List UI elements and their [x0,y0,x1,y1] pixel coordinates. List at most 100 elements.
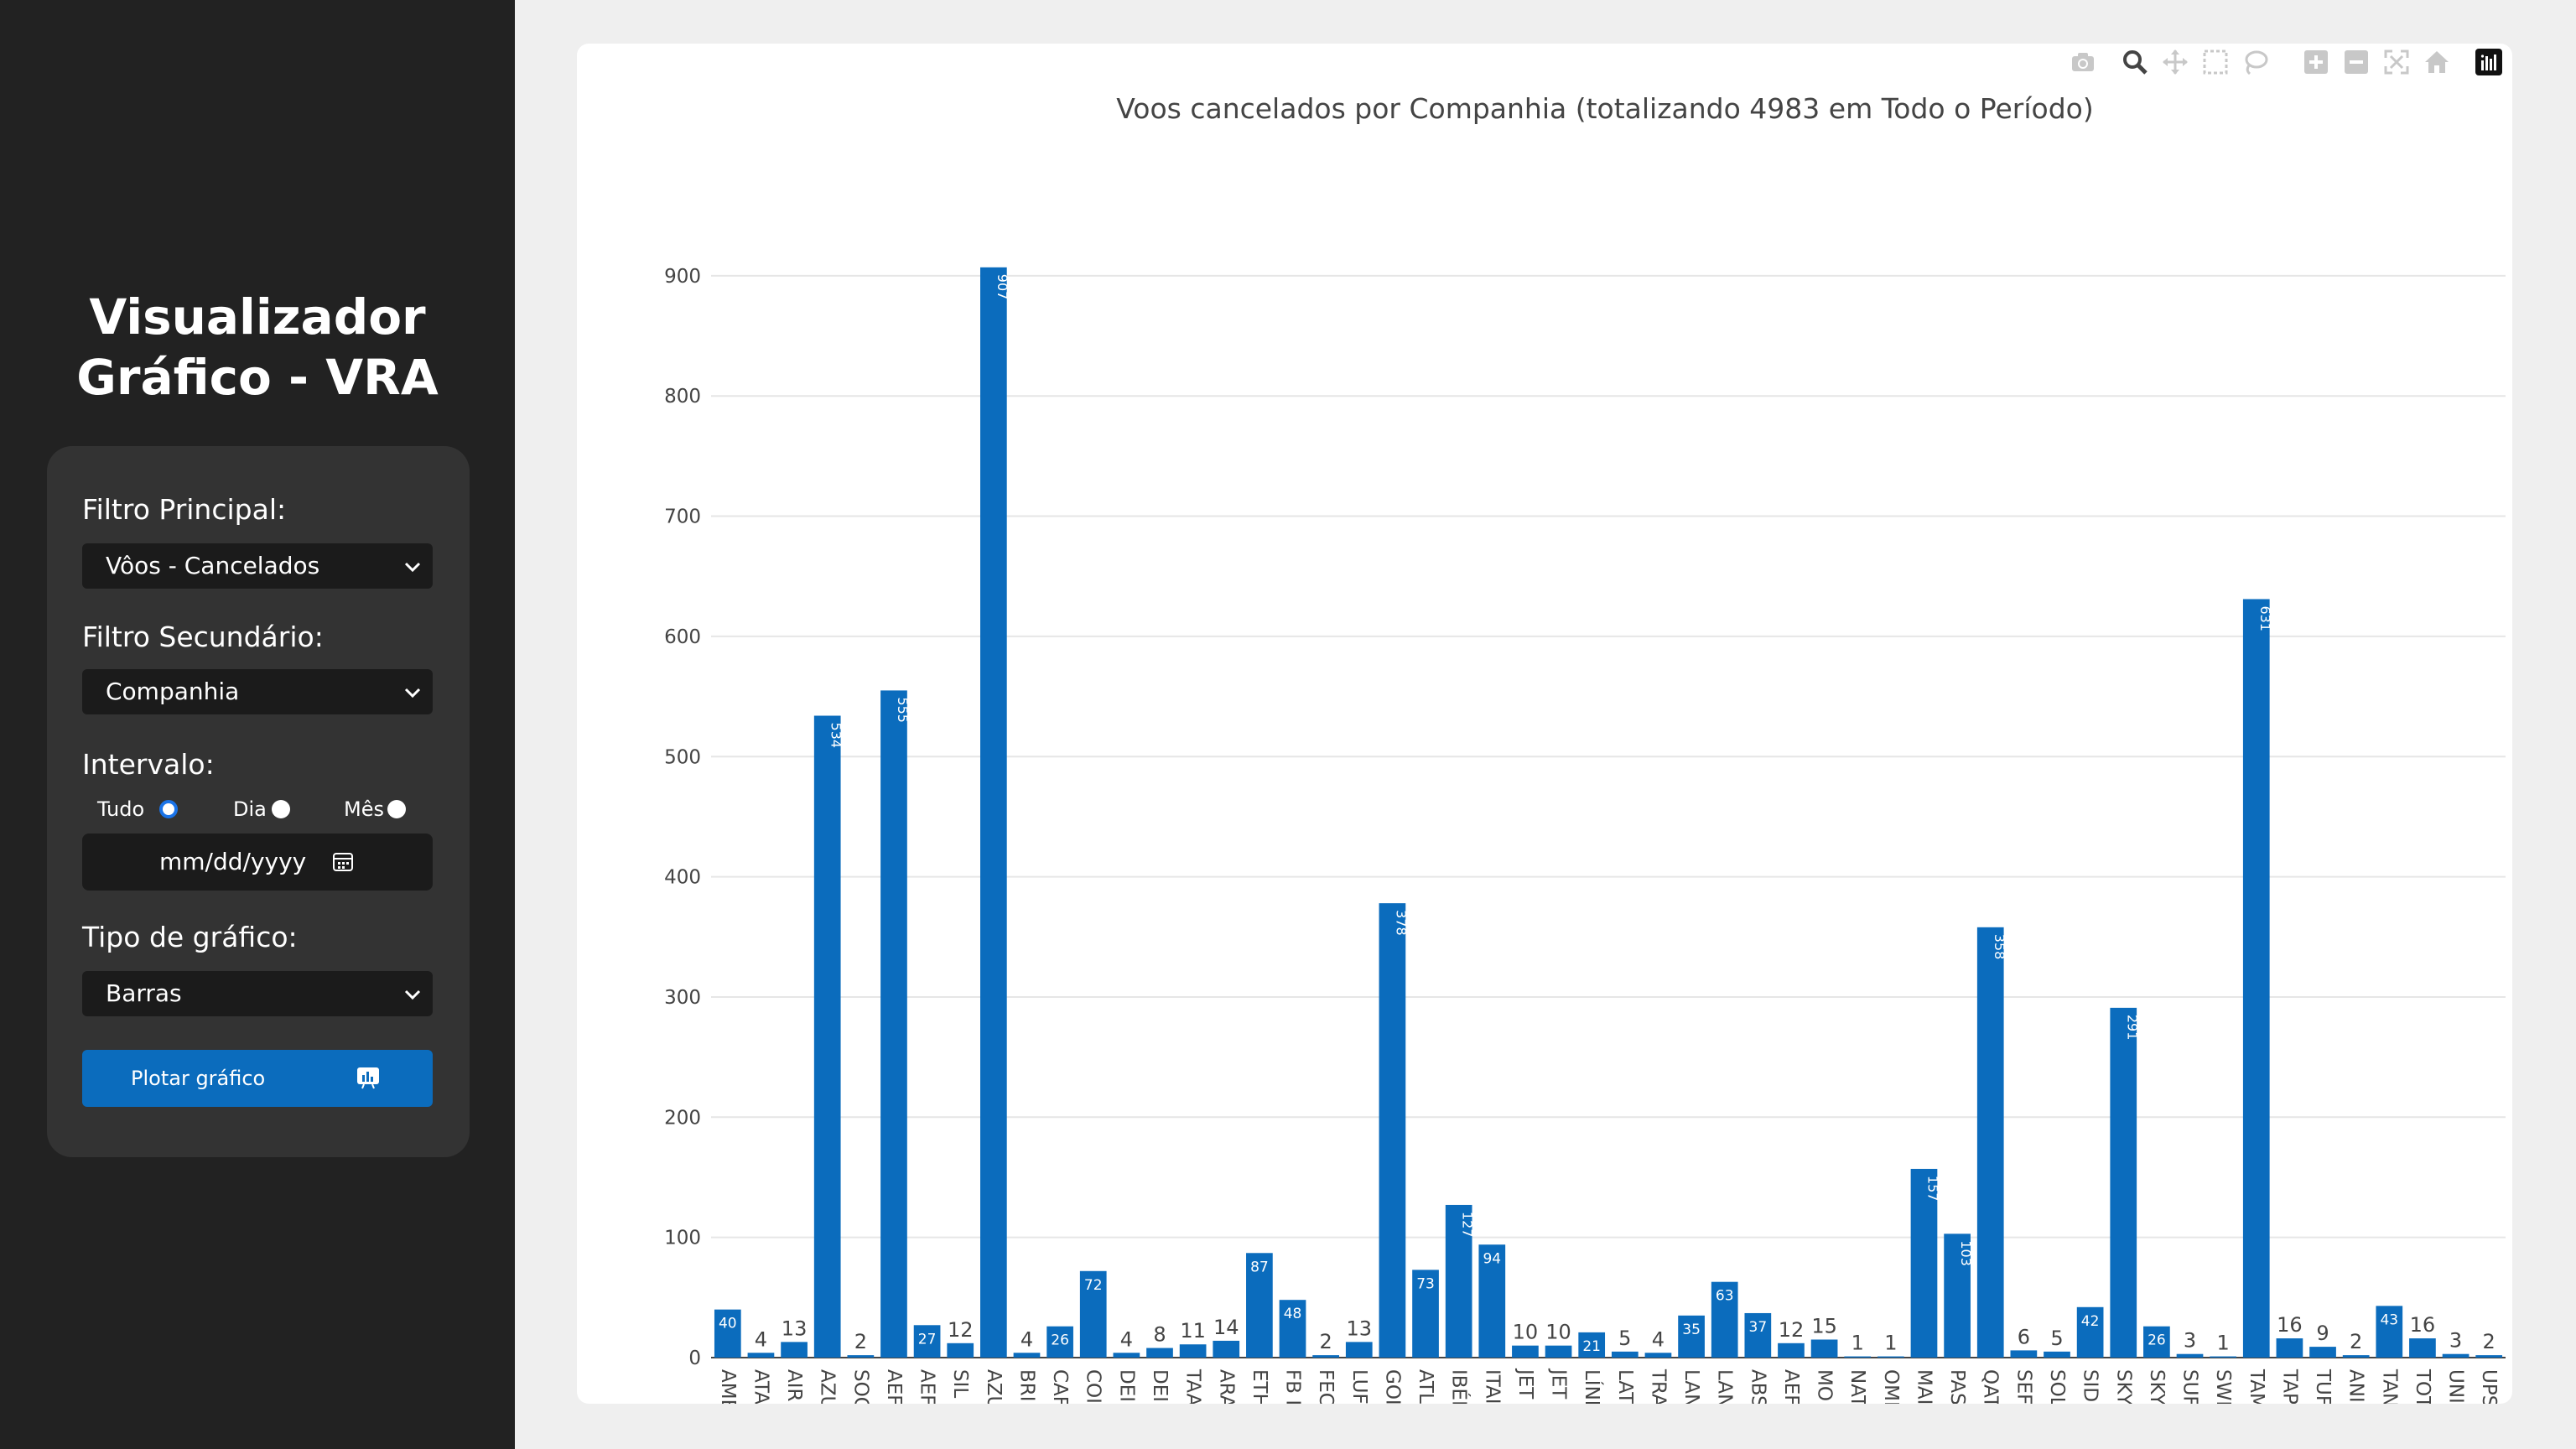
bar[interactable] [2342,1355,2370,1358]
bar[interactable] [1678,1315,1705,1358]
bar[interactable] [1445,1204,1472,1358]
x-tick-label: FB I [1282,1369,1304,1404]
bar[interactable] [1844,1356,1872,1358]
bar[interactable] [913,1325,941,1358]
data-label: 27 [918,1331,937,1348]
bar[interactable] [2409,1338,2436,1358]
bar[interactable] [1976,927,2004,1358]
bar[interactable] [1877,1356,1904,1358]
bar[interactable] [1412,1270,1439,1358]
data-label: 13 [782,1317,808,1340]
bar[interactable] [847,1355,875,1358]
zoom-out-icon[interactable] [2343,49,2370,75]
bar[interactable] [980,267,1007,1358]
x-tick-label: ATA [750,1369,771,1404]
chart-icon [357,1067,379,1089]
zoom-icon[interactable] [2122,49,2148,75]
data-label: 94 [1483,1250,1501,1267]
bar[interactable] [880,690,907,1358]
camera-icon[interactable] [2070,49,2096,75]
bar[interactable] [1810,1339,1838,1358]
bar[interactable] [1644,1353,1672,1358]
bar[interactable] [1944,1233,1971,1358]
bar[interactable] [2110,1007,2137,1358]
home-icon[interactable] [2423,49,2450,75]
plot-button[interactable]: Plotar gráfico [82,1050,433,1107]
bar[interactable] [2309,1347,2336,1358]
x-tick-label: COI [1083,1369,1104,1404]
data-label: 157 [1924,1176,1940,1202]
bar[interactable] [947,1343,974,1358]
bar[interactable] [2143,1326,2170,1358]
tipo-grafico-select[interactable]: Barras [82,971,433,1016]
bar[interactable] [1146,1348,1173,1358]
bar[interactable] [1013,1353,1041,1358]
radio-dia[interactable] [272,800,290,818]
bar[interactable] [2076,1306,2104,1358]
radio-mes[interactable] [387,800,406,818]
bar[interactable] [1079,1270,1107,1358]
bar[interactable] [1910,1168,1938,1358]
bar[interactable] [2475,1355,2503,1358]
radio-tudo[interactable] [159,800,178,818]
bar[interactable] [2010,1350,2038,1358]
data-label: 4 [1652,1327,1665,1351]
bar-chart[interactable]: Voos cancelados por Companhia (totalizan… [577,44,2512,1404]
bar[interactable] [2176,1353,2204,1358]
bar[interactable] [1379,903,1406,1358]
bar[interactable] [2376,1306,2403,1358]
bar[interactable] [1778,1343,1805,1358]
x-tick-label: AEF [1780,1369,1802,1404]
bar[interactable] [1279,1300,1306,1358]
autoscale-icon[interactable] [2383,49,2410,75]
data-label: 11 [1180,1319,1206,1343]
bar[interactable] [1545,1345,1572,1358]
date-input[interactable]: mm/dd/yyyy [82,834,433,891]
bar[interactable] [1113,1353,1140,1358]
bar[interactable] [2210,1356,2236,1358]
filtro-secundario-select[interactable]: Companhia [82,669,433,714]
data-label: 37 [1749,1319,1768,1336]
bar[interactable] [1478,1244,1506,1358]
data-label: 555 [895,697,911,723]
x-tick-label: DEI [1149,1369,1171,1402]
bar[interactable] [1246,1253,1273,1358]
data-label: 631 [2257,605,2273,631]
box-select-icon[interactable] [2202,49,2229,75]
x-tick-label: ABS [1747,1369,1768,1404]
bar[interactable] [813,715,841,1358]
bar[interactable] [1611,1351,1639,1358]
chevron-down-icon [404,688,421,699]
data-label: 12 [948,1318,974,1342]
bar[interactable] [781,1342,808,1358]
bar[interactable] [1744,1312,1772,1358]
x-tick-label: DEI [1115,1369,1137,1402]
filter-panel: Filtro Principal: Vôos - Cancelados Filt… [47,446,470,1157]
pan-icon[interactable] [2162,49,2189,75]
lasso-icon[interactable] [2242,49,2269,75]
bar[interactable] [1046,1326,1073,1358]
bar[interactable] [747,1353,775,1358]
bar[interactable] [1213,1340,1240,1358]
bar[interactable] [1312,1355,1339,1358]
plotly-logo-icon[interactable] [2475,49,2502,75]
calendar-icon[interactable] [332,850,354,872]
bar[interactable] [2242,599,2270,1358]
data-label: 15 [1811,1314,1837,1337]
filtro-principal-select[interactable]: Vôos - Cancelados [82,543,433,589]
bar[interactable] [1578,1332,1606,1358]
data-label: 43 [2380,1311,2398,1328]
x-tick-label: ARA [1215,1369,1237,1404]
zoom-in-icon[interactable] [2303,49,2329,75]
filtro-secundario-label: Filtro Secundário: [82,621,324,653]
filtro-principal-value: Vôos - Cancelados [106,552,320,579]
bar[interactable] [2442,1353,2470,1358]
bar[interactable] [2276,1338,2303,1358]
bar[interactable] [1512,1345,1539,1358]
bar[interactable] [1345,1342,1373,1358]
bar[interactable] [1711,1281,1738,1358]
bar[interactable] [714,1309,741,1358]
bar[interactable] [2044,1351,2070,1358]
x-tick-label: JET [1548,1368,1570,1400]
bar[interactable] [1179,1344,1207,1358]
